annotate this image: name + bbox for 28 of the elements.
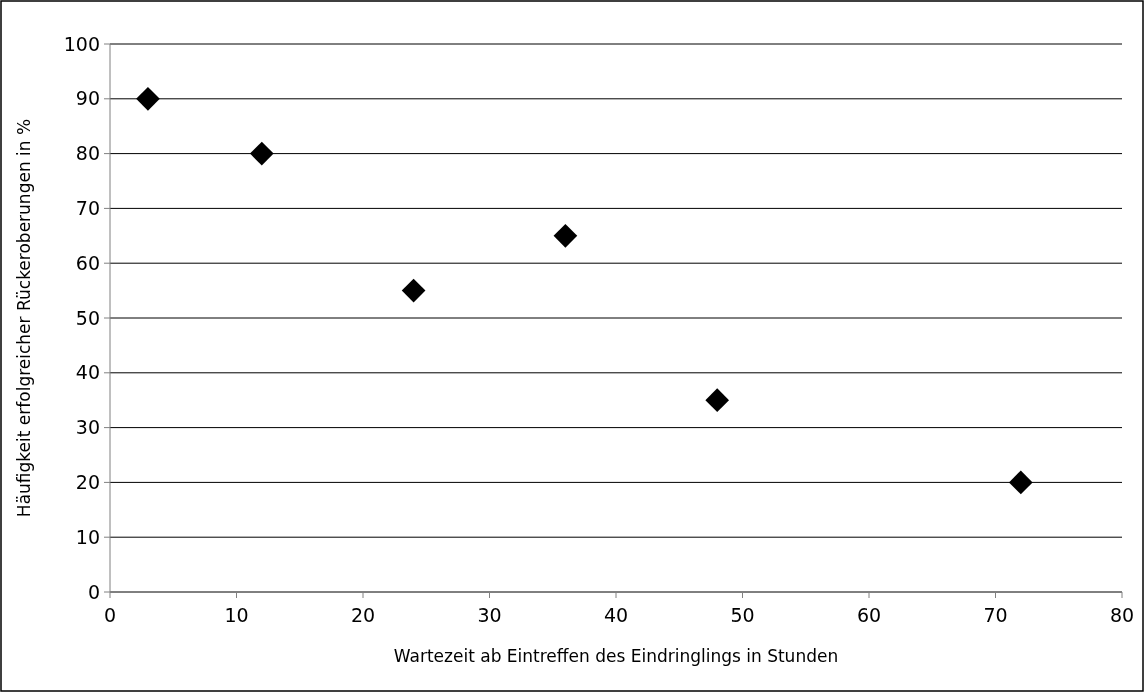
y-tick-label: 10: [75, 525, 100, 548]
point: [401, 278, 426, 303]
x-axis-title: Wartezeit ab Eintreffen des Eindringlings in Stunden: [393, 646, 839, 666]
y-tick-label: 80: [75, 142, 100, 165]
point: [1008, 470, 1033, 495]
y-axis-title: Häufigkeit erfolgreicher Rückeroberungen in %: [14, 118, 34, 518]
y-tick-label: 20: [75, 471, 100, 494]
y-tick-label: 90: [75, 87, 100, 110]
x-tick-label: 70: [983, 604, 1008, 626]
y-tick-label: 50: [75, 306, 100, 329]
x-tick-label: 30: [477, 604, 502, 626]
x-tick-label: 10: [224, 604, 249, 626]
x-tick-label: 40: [603, 604, 629, 626]
y-tick-label: 100: [63, 32, 100, 55]
y-tick-label: 40: [75, 361, 100, 384]
point: [553, 223, 578, 248]
y-tick-label: 0: [87, 580, 100, 603]
point: [136, 86, 160, 111]
y-tick-label: 30: [75, 416, 100, 439]
point: [705, 388, 730, 413]
x-tick-label: 50: [730, 604, 755, 626]
y-tick-label: 70: [75, 197, 100, 220]
x-tick-label: 60: [856, 604, 882, 626]
point: [249, 141, 274, 166]
y-tick-label: 60: [75, 251, 100, 274]
x-tick-label: 80: [1109, 604, 1135, 626]
x-tick-label: 0: [103, 604, 117, 626]
x-tick-label: 20: [350, 604, 376, 626]
